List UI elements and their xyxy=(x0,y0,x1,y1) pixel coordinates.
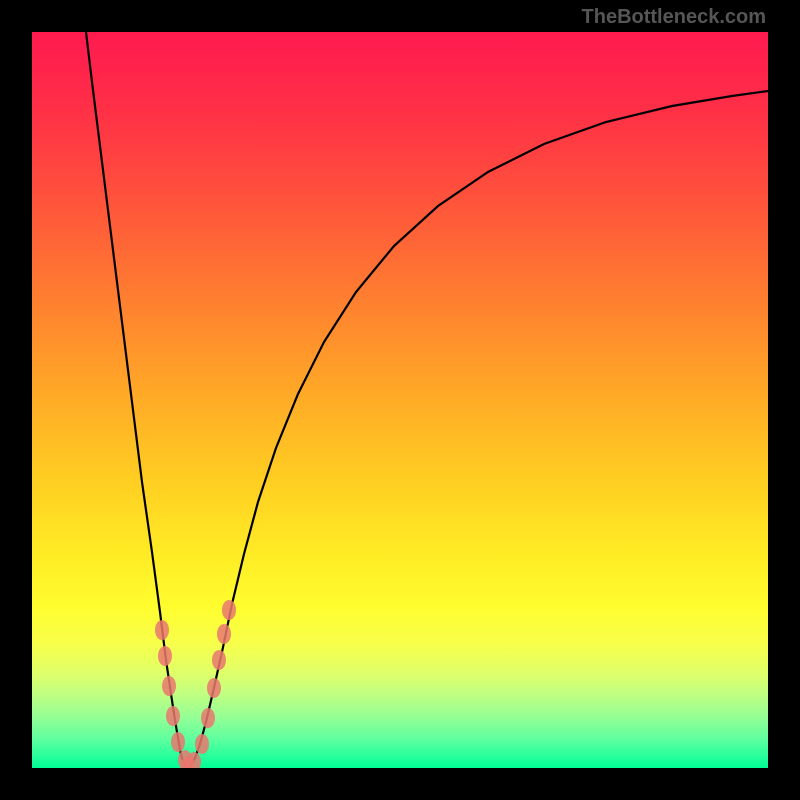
data-marker xyxy=(158,646,172,666)
curve-layer xyxy=(32,32,768,768)
bottleneck-curve-left xyxy=(86,32,188,768)
data-marker xyxy=(201,708,215,728)
plot-area xyxy=(32,32,768,768)
bottleneck-curve-right xyxy=(188,91,768,768)
data-markers xyxy=(155,600,236,768)
data-marker xyxy=(155,620,169,640)
watermark-text: TheBottleneck.com xyxy=(582,6,766,29)
data-marker xyxy=(162,676,176,696)
data-marker xyxy=(222,600,236,620)
data-marker xyxy=(171,732,185,752)
data-marker xyxy=(212,650,226,670)
chart-container: TheBottleneck.com xyxy=(0,0,800,800)
data-marker xyxy=(217,624,231,644)
data-marker xyxy=(195,734,209,754)
data-marker xyxy=(166,706,180,726)
data-marker xyxy=(207,678,221,698)
